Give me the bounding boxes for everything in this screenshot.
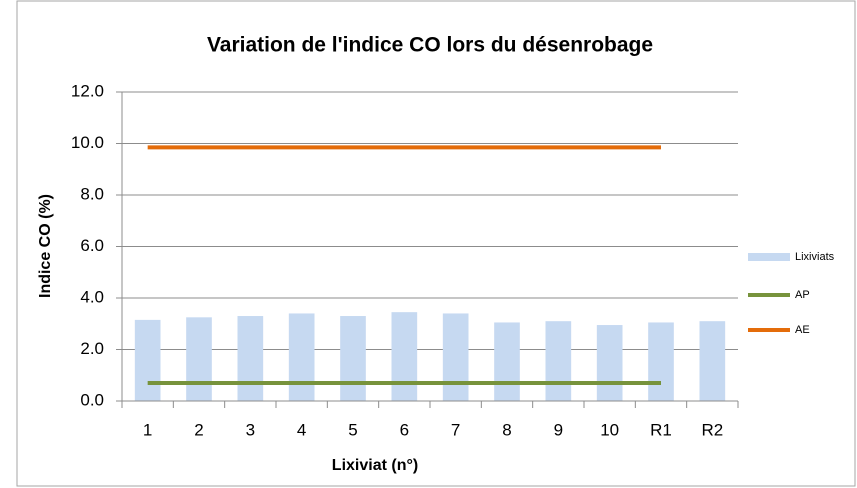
bar [237, 316, 264, 401]
x-tick-label: 4 [297, 420, 306, 439]
bar [186, 317, 212, 401]
y-tick-label: 0.0 [80, 390, 104, 409]
y-tick-label: 4.0 [80, 287, 104, 306]
x-tick-label: 8 [502, 420, 511, 439]
bar [442, 313, 469, 401]
bar [494, 322, 520, 401]
legend-label: AP [795, 289, 810, 301]
chart-border [16, 0, 856, 487]
bar [288, 313, 315, 401]
y-tick-label: 12.0 [71, 81, 104, 100]
y-tick-label: 2.0 [80, 339, 104, 358]
x-tick-label: 2 [194, 420, 203, 439]
chart-title: Variation de l'indice CO lors du désenro… [207, 34, 653, 57]
x-tick-label: 7 [451, 420, 460, 439]
legend-label: AE [795, 324, 810, 336]
x-tick-label: R1 [650, 420, 672, 439]
y-tick-label: 8.0 [80, 184, 104, 203]
y-tick-label: 10.0 [71, 133, 104, 152]
legend-label: Lixiviats [795, 251, 835, 263]
bar [545, 321, 572, 401]
x-tick-label: 9 [554, 420, 563, 439]
x-tick-label: 1 [143, 420, 152, 439]
legend-swatch [748, 253, 790, 261]
x-tick-label: 5 [348, 420, 357, 439]
bar [596, 325, 623, 401]
x-tick-label: 3 [246, 420, 255, 439]
y-axis-label: Indice CO (%) [37, 194, 54, 298]
y-tick-label: 6.0 [80, 236, 104, 255]
x-tick-label: 10 [600, 420, 619, 439]
bar [648, 322, 674, 401]
x-tick-label: R2 [701, 420, 723, 439]
bar [391, 312, 418, 401]
x-tick-label: 6 [400, 420, 409, 439]
x-axis-label: Lixiviat (n°) [332, 457, 418, 474]
bar [134, 319, 161, 401]
bar [340, 316, 366, 401]
bar [699, 321, 726, 401]
